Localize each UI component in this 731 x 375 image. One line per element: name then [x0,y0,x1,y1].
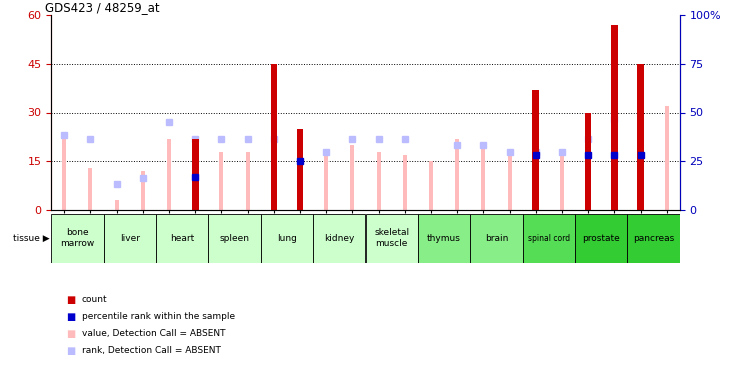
Text: brain: brain [485,234,508,243]
Bar [585,112,591,210]
Bar [156,214,208,262]
Text: tissue ▶: tissue ▶ [13,234,50,243]
Bar [613,119,616,210]
Text: bone
marrow: bone marrow [60,228,94,248]
Bar [611,25,618,210]
Bar [455,138,459,210]
Bar [507,152,512,210]
Bar [115,200,118,210]
Bar [534,138,538,210]
Bar [261,214,313,262]
Bar [325,152,328,210]
Text: liver: liver [120,234,140,243]
Bar [298,138,302,210]
Bar [246,152,249,210]
Bar [208,214,261,262]
Bar [88,168,92,210]
Bar [470,214,523,262]
Bar [51,214,104,262]
Text: rank, Detection Call = ABSENT: rank, Detection Call = ABSENT [82,346,221,355]
Bar [429,161,433,210]
Text: kidney: kidney [324,234,355,243]
Text: skeletal
muscle: skeletal muscle [374,228,409,248]
Bar [350,145,355,210]
Bar [272,138,276,210]
Text: value, Detection Call = ABSENT: value, Detection Call = ABSENT [82,329,225,338]
Bar [403,155,406,210]
Text: percentile rank within the sample: percentile rank within the sample [82,312,235,321]
Bar [270,64,277,210]
Bar [627,214,680,262]
Bar [639,122,643,210]
Text: ■: ■ [66,329,75,339]
Bar [366,214,418,262]
Text: count: count [82,296,107,304]
Bar [418,214,470,262]
Text: heart: heart [170,234,194,243]
Bar [313,214,366,262]
Text: ■: ■ [66,295,75,305]
Text: spinal cord: spinal cord [528,234,570,243]
Bar [664,106,669,210]
Bar [532,90,539,210]
Bar [376,152,381,210]
Bar [575,214,627,262]
Bar [482,145,485,210]
Text: ■: ■ [66,346,75,355]
Bar [637,64,644,210]
Text: spleen: spleen [219,234,249,243]
Bar [193,138,197,210]
Text: GDS423 / 48259_at: GDS423 / 48259_at [45,1,159,14]
Text: prostate: prostate [583,234,620,243]
Bar [192,138,199,210]
Bar [523,214,575,262]
Text: thymus: thymus [427,234,461,243]
Bar [586,122,590,210]
Bar [167,138,171,210]
Bar [297,129,303,210]
Text: lung: lung [277,234,297,243]
Bar [219,152,224,210]
Text: ■: ■ [66,312,75,322]
Bar [141,171,145,210]
Bar [104,214,156,262]
Bar [560,152,564,210]
Text: pancreas: pancreas [633,234,674,243]
Bar [62,138,67,210]
